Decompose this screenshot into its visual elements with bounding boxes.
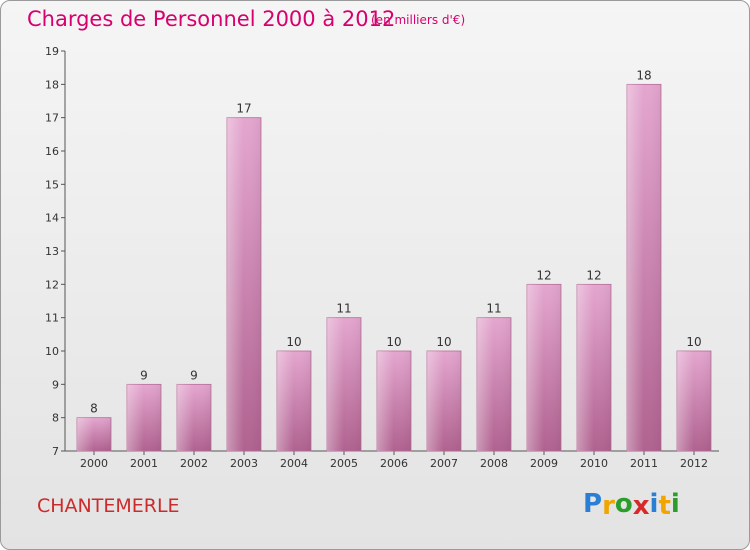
y-tick-label: 16 <box>45 145 59 158</box>
bar-shine <box>377 351 411 451</box>
bar-shine <box>577 284 611 451</box>
logo-letter: x <box>632 491 650 521</box>
x-tick-label: 2003 <box>230 457 258 470</box>
data-label: 10 <box>686 335 701 349</box>
data-label: 11 <box>486 302 501 316</box>
bar-shine <box>177 384 211 451</box>
data-label: 12 <box>586 268 601 282</box>
data-label: 10 <box>386 335 401 349</box>
data-label: 9 <box>140 368 148 382</box>
bar-shine <box>127 384 161 451</box>
data-label: 10 <box>286 335 301 349</box>
y-tick-label: 12 <box>45 278 59 291</box>
chart-subtitle: (en milliers d'€) <box>371 13 466 27</box>
bar-shine <box>477 317 511 451</box>
bar-shine <box>77 417 111 451</box>
bar-shine <box>427 351 461 451</box>
logo-letter: t <box>658 491 671 521</box>
x-tick-label: 2010 <box>580 457 608 470</box>
data-label: 12 <box>536 268 551 282</box>
y-tick-label: 8 <box>52 412 59 425</box>
y-tick-label: 14 <box>45 212 59 225</box>
logo-letter: o <box>614 489 633 519</box>
bar-shine <box>677 351 711 451</box>
logo-letter: i <box>670 489 680 519</box>
x-tick-label: 2007 <box>430 457 458 470</box>
label-layer: 2000 8 2001 9 2002 9 2003 17 2004 10 2005 11 2006 10 2… <box>80 68 708 470</box>
commune-name: CHANTEMERLE <box>37 495 180 517</box>
x-tick-label: 2000 <box>80 457 108 470</box>
bar-shine <box>527 284 561 451</box>
y-tick-label: 19 <box>45 45 59 58</box>
bar-shine <box>277 351 311 451</box>
y-tick-label: 17 <box>45 112 59 125</box>
data-label: 11 <box>336 302 351 316</box>
bar-layer <box>76 83 712 452</box>
x-tick-label: 2009 <box>530 457 558 470</box>
data-label: 9 <box>190 368 198 382</box>
y-tick-label: 18 <box>45 78 59 91</box>
x-tick-label: 2012 <box>680 457 708 470</box>
x-tick-label: 2011 <box>630 457 658 470</box>
x-tick-label: 2008 <box>480 457 508 470</box>
y-tick-label: 7 <box>52 445 59 458</box>
y-tick-label: 10 <box>45 345 59 358</box>
x-tick-label: 2005 <box>330 457 358 470</box>
x-tick-label: 2001 <box>130 457 158 470</box>
y-tick-label: 13 <box>45 245 59 258</box>
data-label: 18 <box>636 68 651 82</box>
y-tick-label: 15 <box>45 178 59 191</box>
logo-letter: P <box>583 489 603 519</box>
y-tick-label: 11 <box>45 312 59 325</box>
x-tick-label: 2002 <box>180 457 208 470</box>
bar-shine <box>327 317 361 451</box>
chart-title: Charges de Personnel 2000 à 2012 <box>27 7 396 31</box>
y-tick-label: 9 <box>52 378 59 391</box>
data-label: 10 <box>436 335 451 349</box>
logo-letter: i <box>649 489 659 519</box>
data-label: 8 <box>90 402 98 416</box>
logo-letter: r <box>602 491 615 521</box>
x-tick-label: 2006 <box>380 457 408 470</box>
proxiti-logo: Proxiti <box>583 489 680 521</box>
x-tick-label: 2004 <box>280 457 308 470</box>
bar-shine <box>227 117 261 452</box>
data-label: 17 <box>236 102 251 116</box>
bar-shine <box>627 84 661 451</box>
